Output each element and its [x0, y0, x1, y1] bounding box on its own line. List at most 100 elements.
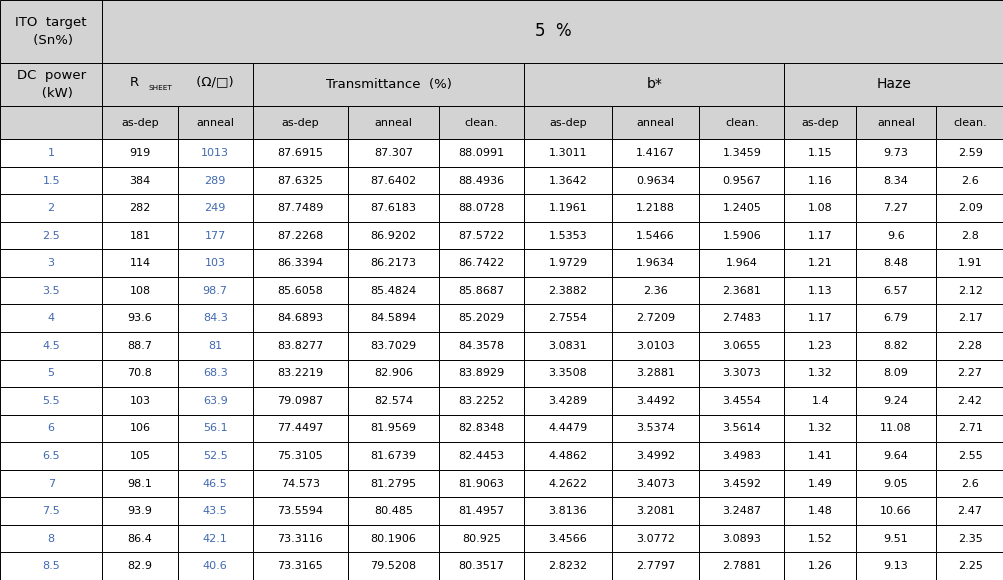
Text: 1.13: 1.13 — [807, 286, 831, 296]
Text: 46.5: 46.5 — [203, 478, 228, 488]
Text: 9.6: 9.6 — [887, 231, 904, 241]
Bar — [856, 194, 935, 222]
Text: 289: 289 — [205, 176, 226, 186]
Bar — [253, 497, 347, 525]
Text: 103: 103 — [129, 396, 150, 406]
Text: 87.6402: 87.6402 — [370, 176, 416, 186]
Text: 919: 919 — [129, 148, 150, 158]
Text: 2.3681: 2.3681 — [722, 286, 760, 296]
Bar — [699, 497, 783, 525]
Bar — [856, 552, 935, 580]
Text: 2.59: 2.59 — [957, 148, 982, 158]
Bar — [524, 442, 611, 470]
Text: 73.3165: 73.3165 — [277, 561, 323, 571]
Text: 6: 6 — [47, 423, 54, 433]
Bar — [347, 387, 438, 415]
Bar — [935, 277, 1003, 304]
Text: 81.2795: 81.2795 — [370, 478, 416, 488]
Text: 2.7881: 2.7881 — [721, 561, 760, 571]
Text: 84.6893: 84.6893 — [277, 313, 323, 323]
Bar — [935, 387, 1003, 415]
Text: 82.906: 82.906 — [373, 368, 412, 378]
Bar — [699, 106, 783, 139]
Bar — [178, 249, 253, 277]
Text: 106: 106 — [129, 423, 150, 433]
Bar — [0, 415, 102, 442]
Text: 2.42: 2.42 — [957, 396, 982, 406]
Bar — [524, 552, 611, 580]
Text: 93.6: 93.6 — [127, 313, 152, 323]
Bar — [347, 360, 438, 387]
Bar — [178, 552, 253, 580]
Bar — [0, 304, 102, 332]
Text: 1.2405: 1.2405 — [722, 203, 760, 213]
Bar — [856, 166, 935, 194]
Text: 83.2252: 83.2252 — [458, 396, 505, 406]
Text: anneal: anneal — [636, 118, 674, 128]
Bar — [0, 360, 102, 387]
Bar — [102, 497, 178, 525]
Text: 3: 3 — [47, 258, 54, 268]
Text: 2.7554: 2.7554 — [548, 313, 587, 323]
Bar — [699, 525, 783, 552]
Bar — [856, 332, 935, 360]
Text: 85.6058: 85.6058 — [277, 286, 323, 296]
Text: b*: b* — [646, 77, 662, 92]
Text: 114: 114 — [129, 258, 150, 268]
Text: 3.2487: 3.2487 — [721, 506, 760, 516]
Bar — [347, 222, 438, 249]
Text: 2.7209: 2.7209 — [635, 313, 674, 323]
Text: 82.4453: 82.4453 — [458, 451, 505, 461]
Bar — [524, 166, 611, 194]
Bar — [935, 332, 1003, 360]
Bar — [611, 194, 699, 222]
Text: 86.9202: 86.9202 — [370, 231, 416, 241]
Bar — [856, 139, 935, 167]
Text: ITO  target
 (Sn%): ITO target (Sn%) — [15, 16, 87, 47]
Bar — [699, 249, 783, 277]
Bar — [699, 332, 783, 360]
Text: 82.9: 82.9 — [127, 561, 152, 571]
Bar — [438, 139, 524, 167]
Bar — [102, 0, 1003, 63]
Text: 86.7422: 86.7422 — [458, 258, 505, 268]
Text: 85.4824: 85.4824 — [370, 286, 416, 296]
Text: 4.4479: 4.4479 — [548, 423, 587, 433]
Text: 81.6739: 81.6739 — [370, 451, 416, 461]
Bar — [102, 387, 178, 415]
Bar — [178, 387, 253, 415]
Text: 2.5: 2.5 — [42, 231, 60, 241]
Text: 249: 249 — [205, 203, 226, 213]
Bar — [611, 497, 699, 525]
Bar — [347, 106, 438, 139]
Bar — [783, 387, 856, 415]
Text: anneal: anneal — [877, 118, 914, 128]
Text: 86.4: 86.4 — [127, 534, 152, 543]
Text: 98.1: 98.1 — [127, 478, 152, 488]
Text: 3.0893: 3.0893 — [722, 534, 760, 543]
Bar — [102, 525, 178, 552]
Text: 2.28: 2.28 — [957, 341, 982, 351]
Text: 11.08: 11.08 — [880, 423, 911, 433]
Bar — [253, 222, 347, 249]
Bar — [524, 277, 611, 304]
Text: 1.49: 1.49 — [807, 478, 831, 488]
Text: 1.3642: 1.3642 — [548, 176, 587, 186]
Bar — [524, 249, 611, 277]
Bar — [856, 387, 935, 415]
Text: 4.2622: 4.2622 — [548, 478, 587, 488]
Bar — [935, 442, 1003, 470]
Text: 87.6183: 87.6183 — [370, 203, 416, 213]
Bar — [856, 304, 935, 332]
Bar — [178, 497, 253, 525]
Text: 40.6: 40.6 — [203, 561, 228, 571]
Bar — [347, 332, 438, 360]
Text: 3.8136: 3.8136 — [548, 506, 587, 516]
Bar — [524, 415, 611, 442]
Text: 9.51: 9.51 — [883, 534, 908, 543]
Text: 3.4289: 3.4289 — [548, 396, 587, 406]
Text: 1.16: 1.16 — [807, 176, 831, 186]
Text: 2.7797: 2.7797 — [635, 561, 674, 571]
Text: 3.3508: 3.3508 — [548, 368, 587, 378]
Text: 87.6325: 87.6325 — [277, 176, 323, 186]
